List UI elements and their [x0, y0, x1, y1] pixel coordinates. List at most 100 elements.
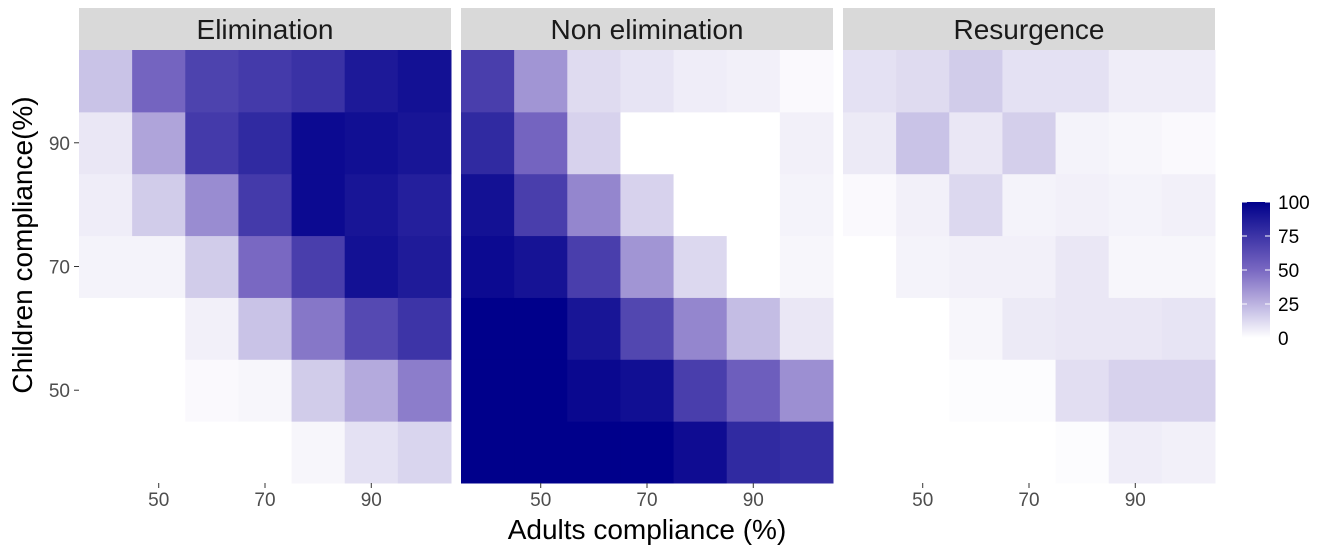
heatmap-tile — [1002, 235, 1057, 298]
heatmap-tile — [132, 359, 186, 422]
x-tick-label: 90 — [1125, 490, 1146, 511]
x-tick-label: 90 — [743, 490, 764, 511]
heatmap-tile — [185, 359, 239, 422]
colorbar-label: 50 — [1278, 261, 1299, 282]
heatmap-tile — [896, 359, 950, 422]
heatmap-tile — [673, 50, 728, 113]
heatmap-tile — [344, 235, 399, 298]
heatmap-tile — [1161, 359, 1216, 422]
heatmap-tile — [1161, 173, 1216, 237]
heatmap-tile — [779, 235, 834, 298]
facet-strip — [461, 8, 833, 50]
heatmap-tile — [620, 235, 675, 298]
y-tick-label: 50 — [49, 381, 70, 402]
heatmap-tile — [567, 359, 621, 422]
heatmap-tile — [1002, 297, 1057, 360]
heatmap-tile — [1055, 235, 1110, 298]
heatmap-tile — [344, 173, 399, 237]
heatmap-tile — [1055, 359, 1110, 422]
y-axis: 50 70 90 — [49, 134, 79, 402]
heatmap-tile — [896, 173, 950, 237]
heatmap-tile — [238, 359, 293, 422]
colorbar-legend: 100 75 50 25 0 — [1242, 193, 1310, 350]
heatmap-tile — [896, 235, 950, 298]
heatmap-tile — [779, 111, 834, 175]
heatmap-tile — [1161, 50, 1216, 113]
heatmap-tile — [896, 421, 950, 484]
heatmap-tile — [461, 421, 515, 484]
heatmap-tile — [1002, 173, 1057, 237]
x-tick-label: 70 — [1018, 490, 1039, 511]
heatmap-tile — [514, 50, 568, 113]
facet-strip-label: Elimination — [197, 14, 334, 45]
heatmap-tile — [949, 359, 1003, 422]
heatmap-tile — [514, 297, 568, 360]
heatmap-tile — [949, 111, 1003, 175]
heatmap-tile — [1161, 297, 1216, 360]
heatmap-tile — [726, 50, 781, 113]
heatmap-tile — [1055, 111, 1110, 175]
heatmap-tile — [843, 421, 897, 484]
heatmap-tile — [949, 421, 1003, 484]
heatmap-tile — [238, 421, 293, 484]
heatmap-tile — [1108, 235, 1163, 298]
heatmap-tile — [1108, 111, 1163, 175]
heatmap-tile — [896, 297, 950, 360]
heatmap-tile — [291, 359, 346, 422]
heatmap-tile — [673, 421, 728, 484]
x-tick-label: 70 — [254, 490, 275, 511]
heatmap-tile — [843, 50, 897, 113]
heatmap-tiles — [461, 50, 834, 484]
heatmap-tile — [79, 421, 133, 484]
facet-strip — [843, 8, 1215, 50]
heatmap-tile — [79, 173, 133, 237]
heatmap-tile — [1108, 50, 1163, 113]
heatmap-tile — [344, 359, 399, 422]
y-tick-label: 70 — [49, 258, 70, 279]
heatmap-tile — [461, 173, 515, 237]
heatmap-tile — [514, 173, 568, 237]
heatmap-tile — [620, 173, 675, 237]
heatmap-tile — [514, 359, 568, 422]
heatmap-tile — [673, 173, 728, 237]
heatmap-tile — [291, 173, 346, 237]
heatmap-tile — [567, 50, 621, 113]
heatmap-tile — [185, 173, 239, 237]
heatmap-tile — [726, 297, 781, 360]
heatmap-tile — [344, 421, 399, 484]
heatmap-tile — [1002, 50, 1057, 113]
heatmap-tile — [291, 111, 346, 175]
heatmap-tile — [726, 421, 781, 484]
heatmap-tile — [185, 111, 239, 175]
heatmap-tile — [514, 421, 568, 484]
heatmap-tile — [344, 50, 399, 113]
x-tick-label: 50 — [530, 490, 551, 511]
heatmap-tiles — [843, 50, 1216, 484]
heatmap-tile — [726, 235, 781, 298]
heatmap-tile — [779, 50, 834, 113]
heatmap-tile — [238, 235, 293, 298]
heatmap-tile — [397, 111, 452, 175]
heatmap-tile — [238, 50, 293, 113]
heatmap-tile — [673, 111, 728, 175]
heatmap-tile — [620, 421, 675, 484]
colorbar-label: 0 — [1278, 329, 1289, 350]
heatmap-tile — [620, 50, 675, 113]
heatmap-tile — [1161, 235, 1216, 298]
heatmap-tile — [1055, 173, 1110, 237]
facet-panel-non-elimination: Non elimination 50 70 90 — [461, 8, 834, 511]
heatmap-tile — [79, 297, 133, 360]
heatmap-tile — [291, 421, 346, 484]
heatmap-tile — [461, 50, 515, 113]
heatmap-tile — [397, 235, 452, 298]
heatmap-tile — [1161, 421, 1216, 484]
heatmap-tile — [461, 235, 515, 298]
heatmap-tile — [514, 111, 568, 175]
heatmap-tile — [1108, 297, 1163, 360]
heatmap-tile — [1108, 173, 1163, 237]
heatmap-tile — [132, 421, 186, 484]
facet-strip — [79, 8, 451, 50]
heatmap-tile — [1055, 50, 1110, 113]
heatmap-tile — [79, 50, 133, 113]
